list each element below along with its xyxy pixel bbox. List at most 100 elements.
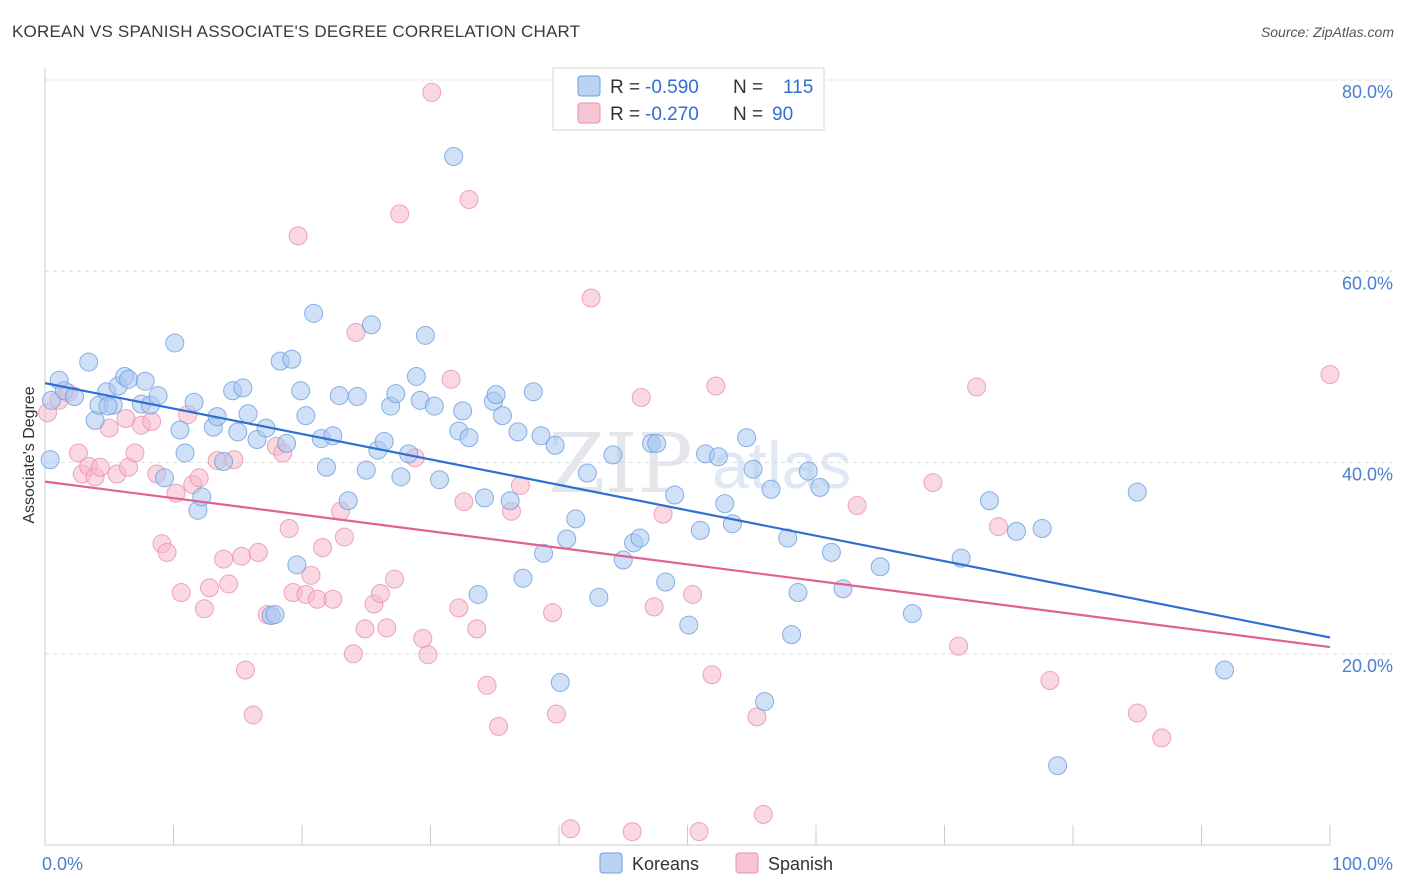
- spanish-point: [683, 584, 703, 604]
- korean-point: [508, 422, 528, 442]
- spanish-point: [1127, 703, 1147, 723]
- korean-point: [486, 385, 506, 405]
- legend-swatch-spanish: [577, 102, 601, 124]
- spanish-point: [923, 473, 943, 493]
- korean-point: [79, 352, 99, 372]
- legend-n-value-koreans: 115: [783, 77, 813, 98]
- source-credit: Source: ZipAtlas.com: [1260, 24, 1394, 40]
- spanish-point: [214, 549, 234, 569]
- spanish-point: [125, 443, 145, 463]
- spanish-point: [199, 578, 219, 598]
- korean-point: [233, 378, 253, 398]
- spanish-point: [418, 645, 438, 665]
- x-tick-labels: 0.0% 100.0%: [42, 854, 1393, 874]
- korean-point: [1048, 756, 1068, 776]
- spanish-point: [370, 584, 390, 604]
- korean-point: [979, 491, 999, 511]
- y-tick-label: 20.0%: [1342, 656, 1393, 676]
- spanish-point: [346, 322, 366, 342]
- korean-point: [821, 542, 841, 562]
- series-legend: Koreans Spanish: [599, 852, 833, 874]
- spanish-point: [279, 518, 299, 538]
- y-tick-label: 40.0%: [1342, 465, 1393, 485]
- korean-point: [391, 467, 411, 487]
- spanish-point: [334, 527, 354, 547]
- spanish-point: [967, 377, 987, 397]
- spanish-point: [706, 376, 726, 396]
- korean-point: [1032, 518, 1052, 538]
- spanish-point: [489, 716, 509, 736]
- korean-point: [338, 491, 358, 511]
- korean-point: [287, 555, 307, 575]
- korean-point: [148, 386, 168, 406]
- spanish-point: [949, 636, 969, 656]
- korean-point: [374, 431, 394, 451]
- x-tick-label: 100.0%: [1332, 854, 1393, 874]
- korean-point: [902, 604, 922, 624]
- spanish-point: [413, 628, 433, 648]
- bottom-legend-swatch-koreans: [599, 852, 623, 874]
- spanish-point: [385, 569, 405, 589]
- korean-point: [228, 422, 248, 442]
- korean-point: [316, 457, 336, 477]
- korean-point: [513, 568, 533, 588]
- korean-point: [577, 463, 597, 483]
- korean-point: [296, 406, 316, 426]
- korean-point: [444, 147, 464, 166]
- korean-point: [1215, 660, 1235, 680]
- legend-r-value-koreans: -0.590: [645, 77, 699, 98]
- legend-r-label-koreans: R =: [610, 77, 640, 98]
- x-tick-label: 0.0%: [42, 854, 83, 874]
- korean-point: [715, 494, 735, 514]
- korean-point: [214, 452, 234, 472]
- correlation-legend: R = -0.590 N = 115 R = -0.270 N = 90: [552, 67, 825, 131]
- korean-point: [743, 459, 763, 479]
- spanish-point: [847, 496, 867, 516]
- korean-point: [361, 315, 381, 335]
- spanish-point: [323, 589, 343, 609]
- spanish-point: [355, 619, 375, 639]
- korean-point: [630, 528, 650, 548]
- watermark-atlas: atlas: [712, 428, 851, 502]
- bottom-legend-swatch-spanish: [735, 852, 759, 874]
- spanish-point: [622, 822, 642, 842]
- korean-point: [119, 369, 139, 389]
- korean-point: [603, 445, 623, 465]
- trend-line-koreans: [44, 382, 1331, 639]
- spanish-point: [702, 665, 722, 685]
- korean-point: [613, 550, 633, 570]
- spanish-point: [581, 288, 601, 308]
- spanish-point: [157, 542, 177, 562]
- spanish-point: [561, 819, 581, 839]
- korean-point: [534, 543, 554, 563]
- korean-point: [679, 615, 699, 635]
- korean-point: [656, 572, 676, 592]
- legend-r-value-spanish: -0.270: [645, 104, 699, 125]
- korean-point: [238, 404, 258, 424]
- bottom-legend-koreans: Koreans: [632, 854, 699, 874]
- korean-point: [453, 401, 473, 421]
- korean-point: [468, 584, 488, 604]
- korean-point: [415, 325, 435, 345]
- korean-point: [282, 349, 302, 369]
- korean-point: [40, 450, 60, 470]
- spanish-point: [1152, 728, 1172, 748]
- legend-n-label-koreans: N =: [733, 77, 763, 98]
- legend-n-value-spanish: 90: [772, 104, 793, 125]
- spanish-point: [631, 387, 651, 407]
- spanish-point: [68, 443, 88, 463]
- trend-line-spanish: [44, 480, 1331, 649]
- korean-point: [500, 491, 520, 511]
- spanish-point: [459, 190, 479, 210]
- korean-point: [589, 587, 609, 607]
- korean-point: [557, 529, 577, 549]
- korean-point: [647, 433, 667, 453]
- spanish-point: [467, 619, 487, 639]
- korean-point: [870, 557, 890, 577]
- korean-point: [41, 390, 61, 410]
- korean-point: [492, 406, 512, 426]
- korean-point: [665, 485, 685, 505]
- y-tick-label: 80.0%: [1342, 82, 1393, 102]
- spanish-point: [441, 369, 461, 389]
